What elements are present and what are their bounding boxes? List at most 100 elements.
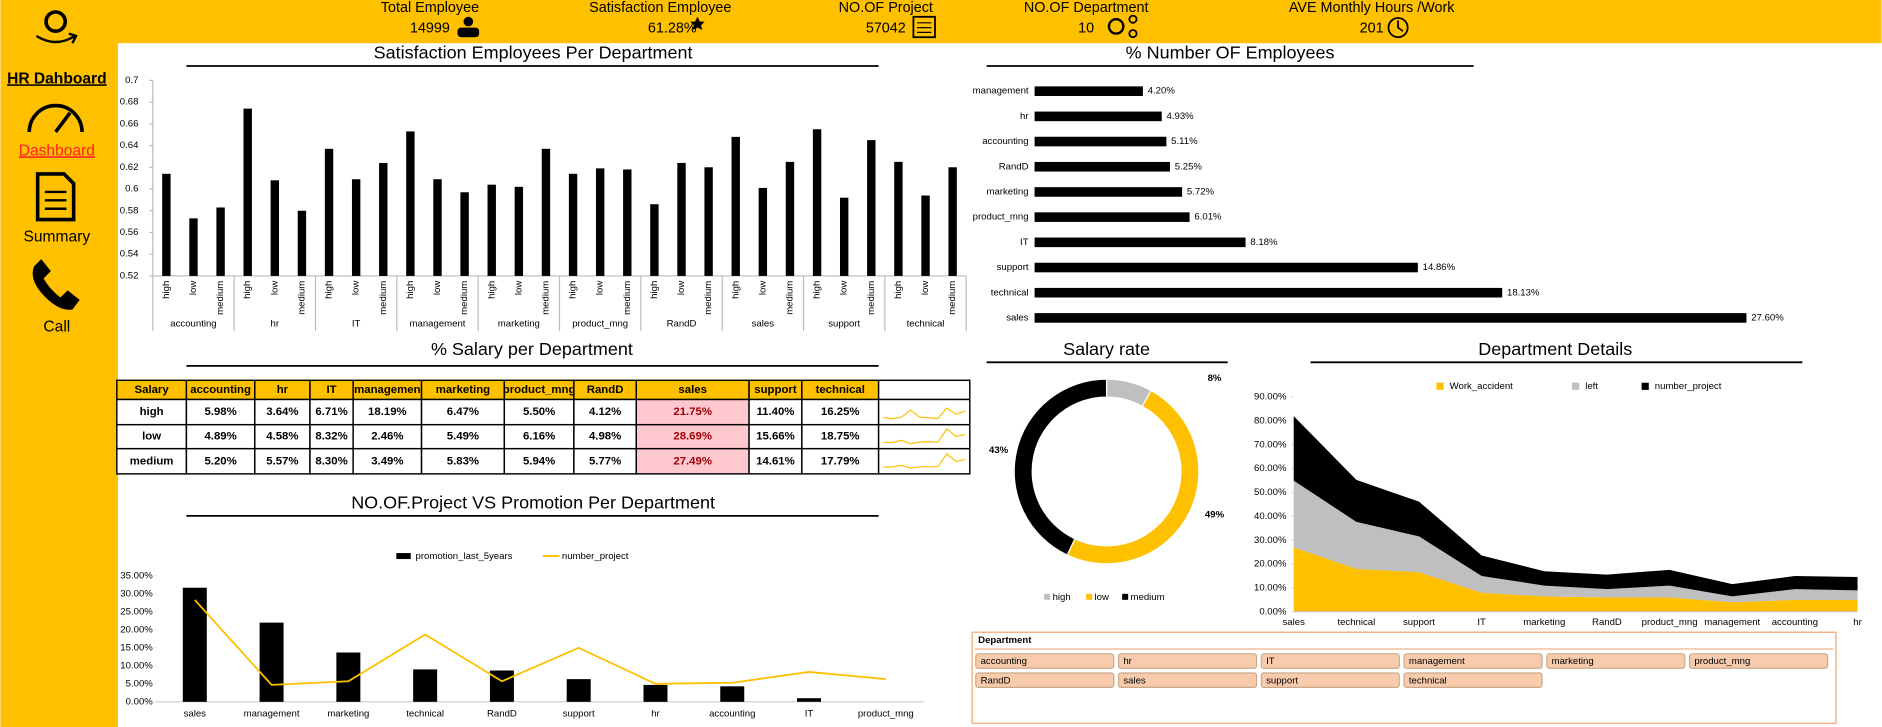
slicer-item-label[interactable]: RandD <box>981 675 1011 686</box>
slicer-item[interactable] <box>1688 653 1829 669</box>
slicer-item-label[interactable]: management <box>1409 656 1465 667</box>
slicer-item[interactable] <box>1403 672 1543 689</box>
kpi-value: 201 <box>1360 21 1384 37</box>
bar <box>643 684 668 702</box>
x-tick-label: RandD <box>1592 617 1622 628</box>
x-tick-label: medium <box>784 281 795 315</box>
bar <box>259 622 284 702</box>
slicer-item-label[interactable]: accounting <box>981 656 1027 667</box>
slicer-item[interactable] <box>1117 672 1258 689</box>
y-tick-label: 0.62 <box>120 162 139 173</box>
y-tick-label: technical <box>991 287 1029 298</box>
bar <box>785 161 795 276</box>
cell-value: 5.98% <box>204 406 236 418</box>
bar <box>1034 187 1183 197</box>
slicer-item-label[interactable]: hr <box>1123 656 1132 667</box>
bar <box>1034 287 1503 298</box>
data-label: 8% <box>1208 373 1222 384</box>
slicer-item[interactable] <box>1260 672 1400 689</box>
cell <box>503 447 575 475</box>
x-tick-label: high <box>161 281 172 299</box>
slicer-item[interactable] <box>1403 653 1543 669</box>
x-tick-label: hr <box>1853 617 1862 628</box>
cell-value: 15.66% <box>756 431 795 443</box>
top-bar <box>0 0 1882 44</box>
data-label: 43% <box>989 445 1009 456</box>
table-title: % Salary per Department <box>431 339 633 359</box>
logo <box>44 10 68 33</box>
slicer-item-label[interactable]: technical <box>1409 675 1447 686</box>
slicer-item[interactable] <box>975 672 1115 689</box>
bar <box>867 140 876 276</box>
cell <box>877 398 971 426</box>
legend-swatch <box>1122 593 1129 600</box>
cell-value: 4.58% <box>266 431 298 443</box>
y-tick-label: hr <box>1020 111 1029 122</box>
bar <box>487 184 496 276</box>
donut-slice <box>1066 389 1200 565</box>
x-tick-label: management <box>244 708 300 719</box>
x-tick-label: high <box>649 281 660 299</box>
bar <box>758 187 768 276</box>
cell <box>420 447 506 475</box>
cell-value: 8.32% <box>315 431 347 443</box>
group-label: hr <box>271 318 280 329</box>
slicer-item[interactable] <box>1117 653 1258 669</box>
x-tick-label: medium <box>378 281 389 315</box>
x-tick-label: low <box>920 281 931 295</box>
cell-value: 18.75% <box>821 431 860 443</box>
cell-value: 4.89% <box>204 431 236 443</box>
slicer-item-label[interactable]: support <box>1266 675 1298 686</box>
cell-value: 18.19% <box>368 406 407 418</box>
bar <box>566 679 591 702</box>
y-tick-label: 0.7 <box>125 75 138 86</box>
x-tick-label: marketing <box>1523 617 1565 628</box>
cell-value: 6.47% <box>447 406 479 418</box>
cell-value: 2.46% <box>371 431 403 443</box>
x-tick-label: hr <box>651 708 660 719</box>
slicer-item-label[interactable]: IT <box>1266 656 1275 667</box>
slicer-item-label[interactable]: product_mng <box>1694 656 1750 667</box>
x-tick-label: high <box>405 281 416 299</box>
slicer-item[interactable] <box>1546 653 1686 669</box>
x-tick-label: sales <box>184 708 207 719</box>
cell-value: 11.40% <box>756 406 794 418</box>
nav-dashboard[interactable]: Dashboard <box>19 142 95 159</box>
header-text: RandD <box>587 384 624 396</box>
group-label: IT <box>352 318 361 329</box>
data-label: 14.86% <box>1423 262 1456 273</box>
slicer-item-label[interactable]: sales <box>1123 675 1146 686</box>
kpi-icon <box>1128 14 1138 24</box>
x-tick-label: management <box>1704 617 1760 628</box>
y-tick-label: support <box>997 262 1029 273</box>
x-tick-label: low <box>351 281 362 295</box>
y-tick-label: 40.00% <box>1254 511 1287 522</box>
cell <box>877 447 971 475</box>
y-tick-label: 0.00% <box>126 696 154 707</box>
x-tick-label: high <box>730 281 741 299</box>
group-label: management <box>410 318 466 329</box>
x-tick-label: accounting <box>709 708 755 719</box>
slicer-item[interactable] <box>1260 653 1400 669</box>
cell-value: 6.16% <box>523 431 555 443</box>
bar <box>1034 111 1162 122</box>
legend-swatch <box>1086 593 1093 600</box>
nav-summary[interactable]: Summary <box>24 229 91 246</box>
x-tick-label: medium <box>540 281 551 315</box>
bar <box>216 207 225 276</box>
cell <box>309 398 354 426</box>
donut-slice <box>1013 378 1108 556</box>
x-tick-label: IT <box>805 708 814 719</box>
kpi-value: 57042 <box>866 21 906 37</box>
slicer-item[interactable] <box>975 653 1115 669</box>
data-label: 5.25% <box>1175 161 1203 172</box>
header-text: Salary <box>135 384 170 396</box>
bar <box>336 652 361 702</box>
cell <box>748 398 803 426</box>
slicer-item-label[interactable]: marketing <box>1552 656 1594 667</box>
data-label: 5.11% <box>1171 136 1198 147</box>
nav-call[interactable]: Call <box>43 319 70 336</box>
x-tick-label: medium <box>866 281 877 315</box>
summary-icon <box>44 190 67 210</box>
sparkline <box>883 428 966 445</box>
